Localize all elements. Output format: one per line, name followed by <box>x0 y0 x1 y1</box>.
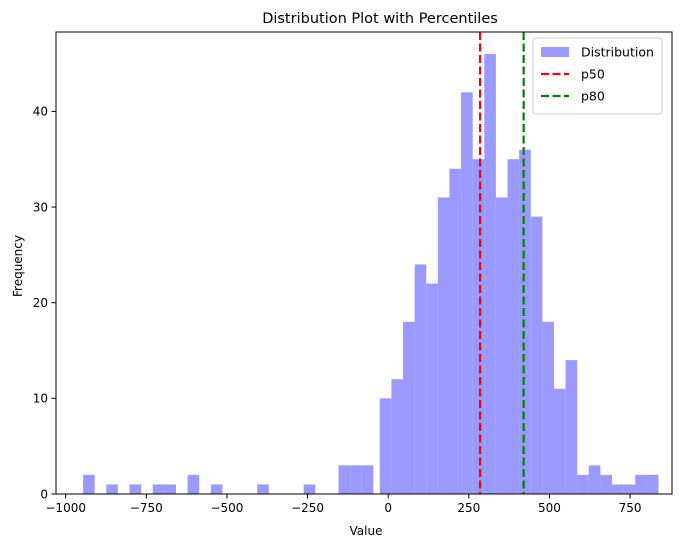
plot-frame <box>55 31 673 495</box>
histogram-bar <box>403 321 415 494</box>
histogram-bar <box>600 474 613 494</box>
histogram-bar <box>350 465 362 494</box>
histogram-bar <box>577 474 589 494</box>
histogram-bar <box>83 474 95 494</box>
histogram-bar <box>164 484 176 494</box>
histogram-bar <box>426 283 438 494</box>
y-tick-label: 30 <box>33 200 48 214</box>
histogram-bar <box>257 484 269 494</box>
legend: Distribution p50 p80 <box>532 37 663 115</box>
histogram-bar <box>379 398 392 494</box>
histogram-bar <box>338 465 351 494</box>
x-tick-label: −1000 <box>45 501 86 515</box>
histogram-bar <box>414 264 427 494</box>
histogram-bar <box>612 484 624 494</box>
y-tick-label: 20 <box>33 296 48 310</box>
histogram-bar <box>303 484 316 494</box>
x-axis-label: Value <box>350 524 383 538</box>
histogram-bar <box>187 474 200 494</box>
histogram-bar <box>519 149 531 495</box>
y-tick-label: 0 <box>40 487 48 501</box>
y-axis: 0 10 20 30 40 <box>33 105 56 501</box>
y-tick-label: 40 <box>33 105 48 119</box>
legend-label: p50 <box>581 67 605 82</box>
histogram-bar <box>530 216 543 494</box>
histogram-bar <box>210 484 223 494</box>
histogram-bar <box>588 465 601 494</box>
histogram-bar <box>635 474 647 494</box>
legend-label: p80 <box>581 89 605 104</box>
x-axis: −1000 −750 −500 −250 0 250 500 750 <box>45 494 642 515</box>
histogram-bar <box>361 465 374 494</box>
plot-area <box>55 31 673 495</box>
x-tick-label: 250 <box>457 501 480 515</box>
histogram-bar <box>106 484 118 494</box>
histogram-bar <box>472 159 485 494</box>
y-axis-label: Frequency <box>11 235 25 297</box>
y-tick-label: 10 <box>33 392 48 406</box>
x-tick-label: 0 <box>384 501 392 515</box>
histogram-bar <box>391 379 404 494</box>
x-tick-label: −250 <box>291 501 324 515</box>
histogram-bar <box>507 159 520 494</box>
histogram-bar <box>129 484 142 494</box>
legend-swatch <box>541 47 569 57</box>
x-tick-label: 500 <box>538 501 561 515</box>
histogram-bar <box>484 54 496 494</box>
histogram-bar <box>623 484 636 494</box>
histogram-bar <box>152 484 165 494</box>
histogram-bar <box>553 388 566 494</box>
chart-title: Distribution Plot with Percentiles <box>262 11 498 27</box>
x-tick-label: −750 <box>130 501 163 515</box>
x-tick-label: −500 <box>210 501 243 515</box>
histogram-bar <box>542 321 554 494</box>
legend-label: Distribution <box>581 45 654 60</box>
histogram-bar <box>449 168 462 495</box>
histogram-bar <box>646 474 659 494</box>
histogram-bar <box>437 197 450 494</box>
x-tick-label: 750 <box>619 501 642 515</box>
histogram-bar <box>565 360 578 494</box>
histogram-bar <box>461 92 473 495</box>
histogram-bar <box>495 197 508 494</box>
